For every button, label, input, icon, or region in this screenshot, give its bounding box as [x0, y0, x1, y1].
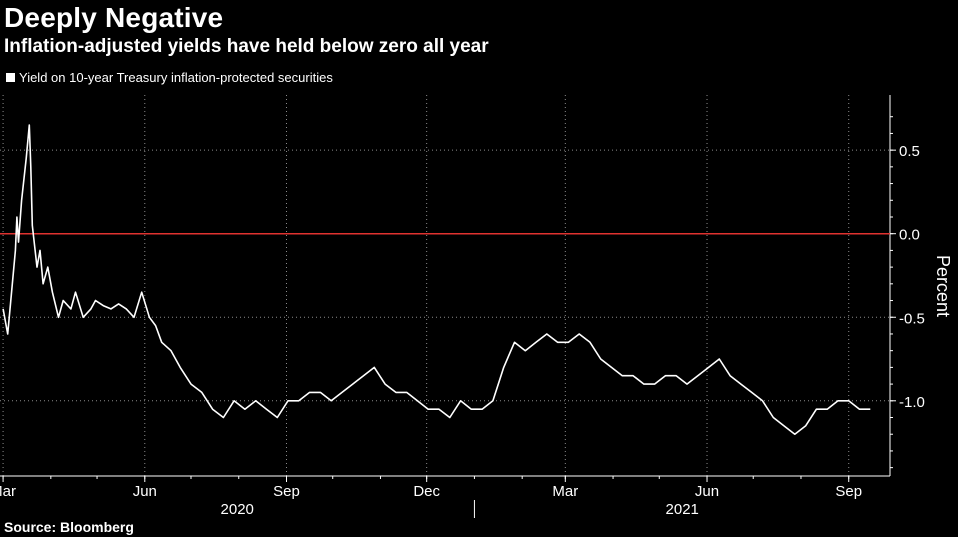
y-tick-label: -0.5: [899, 310, 925, 327]
legend: Yield on 10-year Treasury inflation-prot…: [6, 70, 333, 85]
legend-label: Yield on 10-year Treasury inflation-prot…: [19, 70, 333, 85]
year-label-2021: 2021: [666, 501, 699, 518]
year-label-2020: 2020: [221, 501, 254, 518]
x-tick-label: Sep: [273, 483, 300, 500]
x-tick-label: Sep: [835, 483, 862, 500]
y-tick-label: 0.0: [899, 227, 920, 244]
y-tick-label: 0.5: [899, 143, 920, 160]
x-tick-label: Mar: [552, 483, 578, 500]
x-tick-label: Mar: [0, 483, 16, 500]
y-tick-label: -1.0: [899, 394, 925, 411]
source-note: Source: Bloomberg: [4, 519, 134, 535]
x-tick-label: Jun: [695, 483, 719, 500]
chart-subtitle: Inflation-adjusted yields have held belo…: [4, 36, 489, 57]
chart-title: Deeply Negative: [4, 2, 224, 33]
x-tick-label: Dec: [413, 483, 440, 500]
legend-swatch: [6, 73, 15, 82]
y-axis-label: Percent: [933, 255, 953, 317]
x-tick-label: Jun: [133, 483, 157, 500]
series-line-tips-yield: [2, 124, 871, 436]
